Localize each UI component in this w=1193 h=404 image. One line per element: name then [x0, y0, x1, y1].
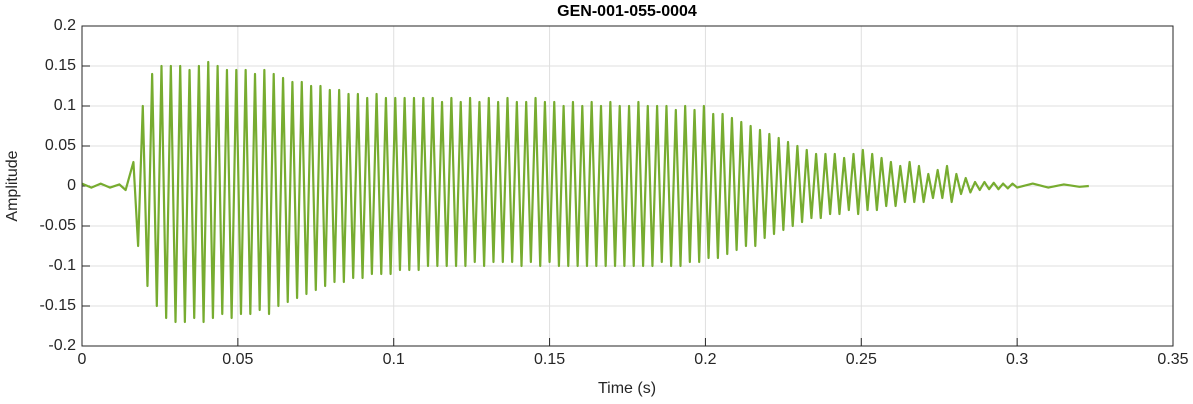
waveform-line	[81, 60, 1089, 324]
y-tick-label: 0.2	[54, 17, 76, 34]
y-tick-label: -0.2	[48, 337, 76, 354]
x-axis-label: Time (s)	[598, 380, 656, 397]
y-tick-label: 0.05	[45, 137, 76, 154]
x-tick-label: 0	[78, 351, 87, 368]
y-tick-label: -0.05	[40, 217, 77, 234]
x-tick-label: 0.05	[222, 351, 253, 368]
y-tick-label: 0.1	[54, 97, 76, 114]
chart-title: GEN-001-055-0004	[557, 3, 697, 20]
x-tick-label: 0.3	[1006, 351, 1028, 368]
x-tick-label: 0.35	[1157, 351, 1188, 368]
axes-box	[81, 25, 1174, 347]
x-tick-label: 0.1	[383, 351, 405, 368]
y-tick-label: -0.1	[48, 257, 76, 274]
x-tick-label: 0.15	[534, 351, 565, 368]
x-tick-label: 0.25	[846, 351, 877, 368]
y-axis-label: Amplitude	[4, 150, 21, 221]
y-tick-label: -0.15	[40, 297, 77, 314]
x-tick-label: 0.2	[694, 351, 716, 368]
y-tick-label: 0	[67, 177, 76, 194]
y-tick-label: 0.15	[45, 57, 76, 74]
